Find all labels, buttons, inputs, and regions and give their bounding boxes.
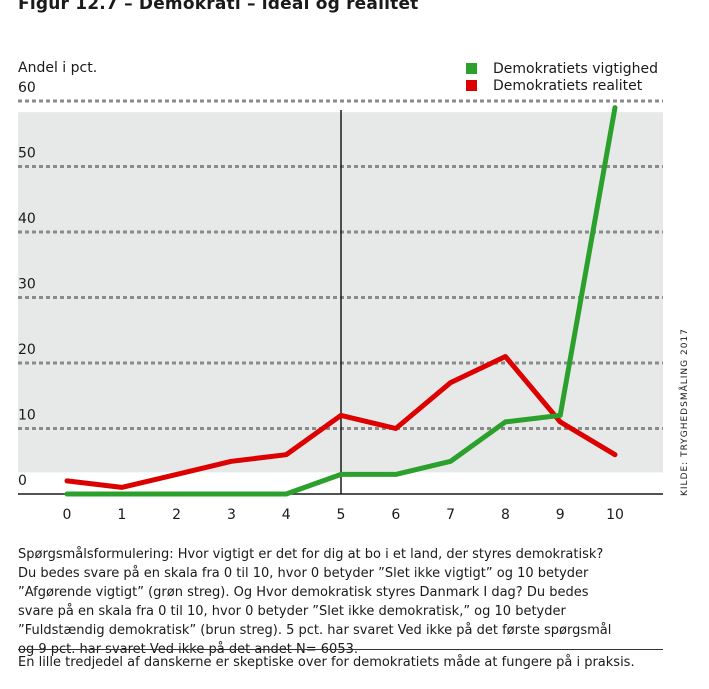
x-tick-label-0: 0 [63,507,72,523]
y-tick-label-50: 50 [18,146,36,162]
x-tick-label-3: 3 [227,507,236,523]
x-tick-label-10: 10 [606,507,624,523]
legend-item-vigtighed: Demokratiets vigtighed [466,60,658,77]
legend-label-vigtighed: Demokratiets vigtighed [493,60,658,77]
x-tick-label-1: 1 [117,507,126,523]
legend-label-realitet: Demokratiets realitet [493,77,643,94]
x-tick-label-8: 8 [501,507,510,523]
legend-swatch-red [466,80,477,91]
y-axis-label: Andel i pct. [18,60,98,76]
y-tick-label-10: 10 [18,408,36,424]
y-tick-label-60: 60 [18,80,36,96]
series-line-realitet [64,354,618,490]
y-tick-label-40: 40 [18,211,36,227]
x-tick-label-5: 5 [337,507,346,523]
question-note: Spørgsmålsformulering: Hvor vigtigt er d… [18,547,612,657]
x-tick-label-9: 9 [556,507,565,523]
figure-caption: En lille tredjedel af danskerne er skept… [18,655,635,670]
legend: Demokratiets vigtighed Demokratiets real… [466,60,658,94]
x-tick-label-4: 4 [282,507,291,523]
x-tick-label-7: 7 [446,507,455,523]
figure-title: Figur 12.7 – Demokrati – ideal og realit… [18,0,419,14]
x-tick-label-2: 2 [172,507,181,523]
legend-swatch-green [466,63,477,74]
y-tick-label-20: 20 [18,342,36,358]
y-tick-label-0: 0 [18,473,27,489]
y-tick-label-30: 30 [18,277,36,293]
x-tick-label-6: 6 [391,507,400,523]
source-label: KILDE: TRYGHEDSMÅLING 2017 [680,328,690,496]
series-line-vigtighed [64,105,618,497]
legend-item-realitet: Demokratiets realitet [466,77,658,94]
line-chart: 0 10 20 30 40 50 60 0 1 2 3 4 5 6 7 8 9 10 [18,80,663,523]
divider [18,649,663,650]
